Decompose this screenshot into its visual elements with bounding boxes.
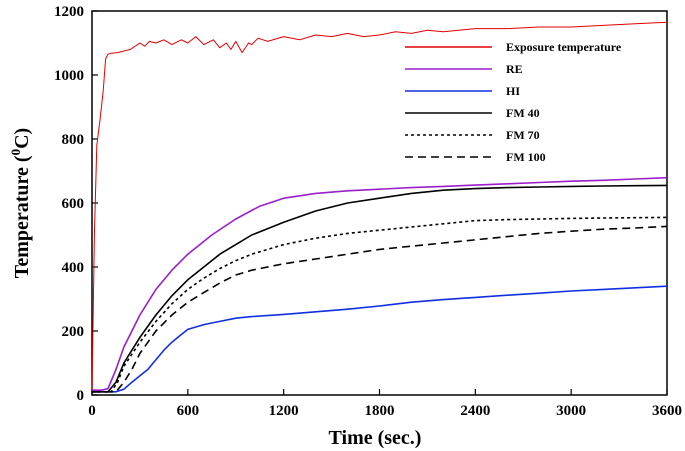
y-tick-label: 200 — [62, 324, 85, 340]
x-tick-label: 1800 — [365, 403, 395, 419]
y-tick-label: 0 — [77, 388, 85, 404]
y-tick-label: 600 — [62, 196, 85, 212]
x-tick-label: 0 — [88, 403, 96, 419]
y-axis-title-main: Temperature ( — [11, 155, 33, 278]
series-line-fm-40 — [92, 184, 668, 393]
x-tick-label: 3600 — [652, 403, 682, 419]
legend-label-fm-100: FM 100 — [506, 150, 546, 164]
x-tick-label: 2400 — [460, 403, 490, 419]
legend-label-fm-40: FM 40 — [506, 106, 540, 120]
series-lines — [91, 21, 668, 393]
y-tick-label: 800 — [62, 132, 85, 148]
y-axis-ticks: 0 200 400 600 800 1000 1200 — [54, 4, 98, 404]
y-axis-title-superscript: 0 — [8, 149, 23, 156]
series-line-hi — [92, 285, 668, 393]
x-axis-title: Time (sec.) — [329, 427, 422, 449]
y-tick-label: 400 — [62, 260, 85, 276]
x-tick-label: 3000 — [556, 403, 586, 419]
x-axis-ticks: 0 600 1200 1800 2400 3000 3600 — [88, 389, 682, 419]
y-axis-title: Temperature (0C) — [8, 128, 33, 278]
x-tick-label: 600 — [177, 403, 200, 419]
legend: Exposure temperature RE HI FM 40 FM 70 FM 100 — [405, 40, 622, 164]
legend-label-exposure-temperature: Exposure temperature — [506, 40, 622, 54]
series-line-fm-100 — [92, 225, 668, 393]
legend-label-hi: HI — [506, 84, 520, 98]
y-axis-title-unit: C) — [11, 128, 33, 149]
x-tick-label: 1200 — [269, 403, 299, 419]
series-line-exposure-temperature — [91, 21, 668, 391]
legend-label-re: RE — [506, 62, 523, 76]
series-line-re — [92, 176, 668, 392]
y-tick-label: 1200 — [54, 4, 84, 20]
y-tick-label: 1000 — [54, 68, 84, 84]
legend-label-fm-70: FM 70 — [506, 128, 540, 142]
series-line-fm-70 — [92, 216, 668, 393]
